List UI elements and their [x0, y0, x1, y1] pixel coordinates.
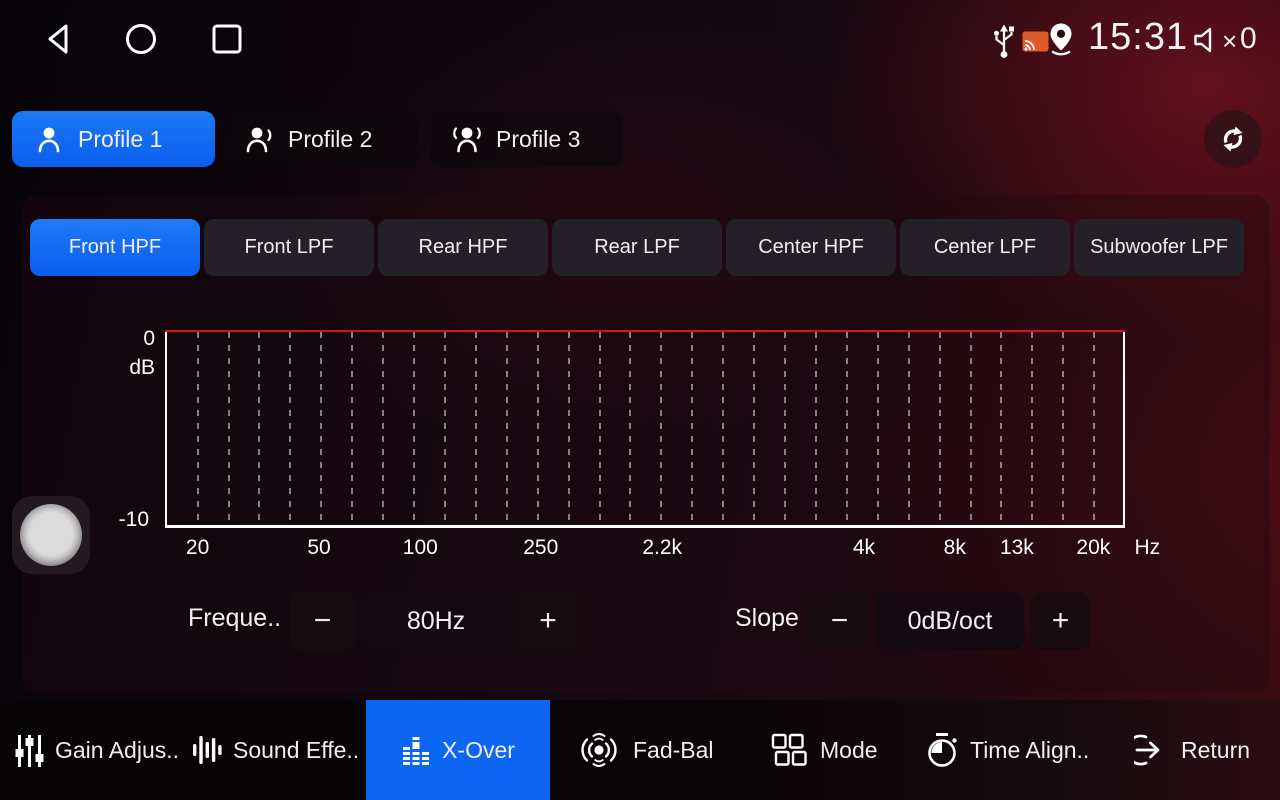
y-tick-min10: -10	[118, 508, 149, 531]
profile-label: Profile 2	[288, 125, 373, 152]
floating-knob-button[interactable]	[12, 496, 90, 574]
stopwatch-icon	[928, 733, 957, 767]
back-button[interactable]	[42, 22, 76, 61]
nav-xover-active[interactable]: X-Over	[366, 700, 550, 800]
x-tick-250: 250	[523, 536, 559, 559]
x-tick-20: 20	[185, 536, 210, 559]
slope-label: Slope	[735, 604, 799, 632]
back-icon	[48, 24, 68, 54]
x-tick-4k: 4k	[852, 536, 876, 559]
volume-level: 0	[1240, 22, 1257, 55]
equalizer-icon	[403, 737, 430, 765]
y-tick-0: 0	[143, 327, 155, 350]
slope-value: 0dB/oct	[876, 592, 1024, 650]
reset-button[interactable]	[1204, 110, 1262, 168]
x-tick-50: 50	[307, 536, 331, 559]
frequency-minus-button[interactable]: −	[290, 592, 355, 650]
nav-fad-bal[interactable]: Fad-Bal	[576, 700, 714, 800]
tab-profile-3[interactable]: Profile 3	[430, 111, 623, 167]
x-tick-2.2k: 2.2k	[642, 536, 683, 559]
status-bar: 15:31 × 0	[0, 0, 1280, 80]
x-axis-unit: Hz	[1134, 536, 1161, 559]
nav-mode[interactable]: Mode	[769, 700, 878, 800]
fader-balance-icon	[581, 733, 617, 767]
tab-center-lpf[interactable]: Center LPF	[900, 219, 1070, 276]
cast-icon	[1022, 31, 1049, 57]
x-tick-100: 100	[402, 536, 438, 559]
nav-return[interactable]: Return	[1134, 700, 1250, 800]
x-tick-13k: 13k	[999, 536, 1034, 559]
gain-sliders-icon	[15, 735, 44, 767]
volume-muted-icon[interactable]	[1192, 26, 1222, 59]
location-icon	[1048, 22, 1074, 63]
home-circle-icon	[126, 24, 156, 54]
frequency-plus-button[interactable]: +	[517, 592, 579, 650]
sound-effect-icon	[193, 736, 222, 764]
person-icon	[453, 127, 481, 153]
tab-center-hpf[interactable]: Center HPF	[726, 219, 896, 276]
volume-mute-x: ×	[1222, 26, 1238, 56]
bottom-nav-bar: Gain Adjus.. Sound Effe.. X-Over	[0, 700, 1280, 800]
tab-rear-hpf[interactable]: Rear HPF	[378, 219, 548, 276]
y-axis-unit: dB	[129, 356, 155, 379]
person-icon	[38, 127, 60, 153]
profile-label: Profile 1	[78, 125, 163, 152]
mode-grid-icon	[771, 733, 807, 766]
nav-gain-adjust[interactable]: Gain Adjus..	[14, 700, 179, 800]
nav-sound-effect[interactable]: Sound Effe..	[192, 700, 359, 800]
profile-label: Profile 3	[496, 125, 581, 152]
tab-profile-1[interactable]: Profile 1	[12, 111, 215, 167]
tab-front-hpf[interactable]: Front HPF	[30, 219, 200, 276]
tab-profile-2[interactable]: Profile 2	[222, 111, 418, 167]
frequency-value: 80Hz	[362, 592, 510, 650]
recents-square-icon	[212, 24, 242, 54]
response-curve	[165, 330, 1125, 332]
x-tick-20k: 20k	[1076, 536, 1111, 559]
frequency-response-chart: 0 dB -10 20 50 100 250 2.2k 4k 8k 13k 20k Hz	[119, 327, 1161, 559]
frequency-label: Freque..	[188, 604, 282, 632]
x-tick-8k: 8k	[943, 536, 966, 559]
recents-button[interactable]	[210, 22, 244, 61]
sync-icon	[1223, 126, 1243, 152]
clock: 15:31	[1088, 16, 1189, 58]
slope-minus-button[interactable]: −	[811, 592, 868, 650]
home-button[interactable]	[124, 22, 158, 61]
person-icon	[246, 127, 272, 153]
return-arrow-icon	[1134, 734, 1160, 766]
usb-icon	[992, 22, 1016, 65]
nav-time-alignment[interactable]: Time Align..	[925, 700, 1089, 800]
tab-rear-lpf[interactable]: Rear LPF	[552, 219, 722, 276]
tab-front-lpf[interactable]: Front LPF	[204, 219, 374, 276]
knob-circle-icon	[20, 504, 82, 566]
tab-subwoofer-lpf[interactable]: Subwoofer LPF	[1074, 219, 1244, 276]
slope-plus-button[interactable]: +	[1031, 592, 1090, 650]
